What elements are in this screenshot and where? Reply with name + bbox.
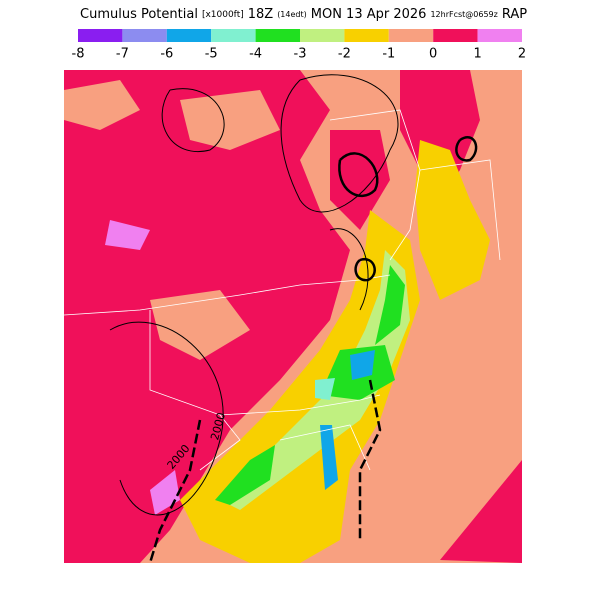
region-salmon bbox=[180, 90, 280, 150]
bold-contours bbox=[148, 136, 478, 563]
region-yellow bbox=[415, 140, 490, 300]
region-green bbox=[375, 265, 405, 345]
legend-label: -6 bbox=[160, 47, 173, 62]
region-salmon bbox=[64, 80, 140, 130]
legend-swatch bbox=[388, 29, 434, 42]
map: 2000 2000 bbox=[64, 70, 522, 563]
color-legend: -8 -7 -6 -5 -4 -3 -2 -1 0 1 2 bbox=[72, 29, 526, 62]
legend-label: -3 bbox=[294, 47, 307, 62]
title-text: Cumulus Potential [x1000ft] 18Z (14edt) MON … bbox=[80, 7, 527, 22]
legend-swatch bbox=[166, 29, 212, 42]
title-part: Cumulus Potential bbox=[80, 7, 198, 22]
legend-label: -4 bbox=[249, 47, 262, 62]
legend-label: -5 bbox=[205, 47, 218, 62]
legend-label: -2 bbox=[338, 47, 351, 62]
legend-label: -8 bbox=[72, 47, 85, 62]
title: Cumulus Potential [x1000ft] 18Z (14edt) MON … bbox=[80, 7, 527, 22]
region-pink bbox=[105, 220, 150, 250]
legend-label: 2 bbox=[518, 47, 526, 62]
title-part: MON 13 Apr 2026 bbox=[311, 7, 427, 22]
region-salmon bbox=[150, 290, 250, 360]
legend-swatch bbox=[433, 29, 478, 42]
title-part: 12hrFcst@0659z bbox=[430, 10, 497, 19]
region-aqua bbox=[315, 378, 335, 400]
legend-swatch bbox=[211, 29, 256, 42]
region-crimson bbox=[440, 460, 522, 563]
legend-label: 1 bbox=[473, 47, 481, 62]
legend-swatch bbox=[255, 29, 300, 42]
region-green bbox=[215, 445, 275, 505]
legend-label: -7 bbox=[116, 47, 129, 62]
legend-swatch bbox=[300, 29, 345, 42]
legend-swatch bbox=[477, 29, 522, 42]
title-part: 18Z bbox=[248, 7, 274, 22]
title-part: RAP bbox=[502, 7, 527, 22]
legend-label: 0 bbox=[429, 47, 437, 62]
legend-swatch bbox=[344, 29, 389, 42]
legend-swatch bbox=[78, 29, 123, 42]
contours bbox=[109, 74, 399, 516]
legend-label: -1 bbox=[382, 47, 395, 62]
legend-swatch bbox=[122, 29, 167, 42]
title-part: (14edt) bbox=[277, 10, 307, 19]
region-blue bbox=[350, 350, 375, 380]
region-blue bbox=[320, 425, 338, 490]
title-part: [x1000ft] bbox=[202, 10, 244, 20]
